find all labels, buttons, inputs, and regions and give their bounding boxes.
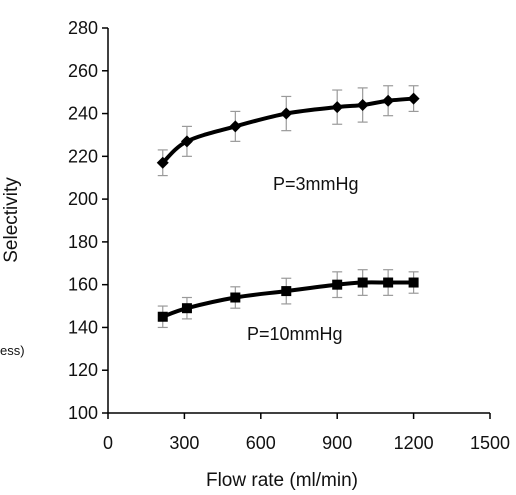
data-point-diamond <box>156 156 169 169</box>
data-point-diamond <box>229 120 242 133</box>
x-tick-label: 900 <box>322 433 352 453</box>
series-1 <box>157 269 419 329</box>
data-point-square <box>357 277 368 288</box>
data-point-square <box>230 292 241 303</box>
y-tick-label: 220 <box>68 146 98 166</box>
y-tick-label: 180 <box>68 232 98 252</box>
y-tick-label: 260 <box>68 61 98 81</box>
data-point-diamond <box>382 94 395 107</box>
x-axis-title: Flow rate (ml/min) <box>206 470 358 491</box>
series-annotation-p3: P=3mmHg <box>273 174 359 194</box>
series-0 <box>156 85 420 177</box>
data-point-square <box>281 286 292 297</box>
y-tick-label: 120 <box>68 360 98 380</box>
y-tick-label: 140 <box>68 317 98 337</box>
y-tick-label: 280 <box>68 18 98 38</box>
x-tick-label: 0 <box>103 433 113 453</box>
data-point-diamond <box>280 107 293 120</box>
x-tick-label: 1200 <box>394 433 434 453</box>
data-point-diamond <box>407 92 420 105</box>
data-point-square <box>181 303 192 314</box>
y-tick-label: 240 <box>68 104 98 124</box>
plot-area: 100 120 140 160 180 200 220 240 260 280 0 300 600 90… <box>68 18 510 453</box>
data-point-square <box>332 279 343 290</box>
x-tick-label: 300 <box>169 433 199 453</box>
series-layer <box>156 85 420 329</box>
data-point-square <box>383 277 394 288</box>
series-annotation-p10: P=10mmHg <box>247 324 343 344</box>
data-point-diamond <box>331 101 344 114</box>
data-point-diamond <box>180 135 193 148</box>
y-tick-label: 100 <box>68 403 98 423</box>
data-point-square <box>408 277 419 288</box>
x-ticks: 0 300 600 900 1200 1500 <box>103 413 510 453</box>
data-point-diamond <box>356 99 369 111</box>
clipped-label-fragment: ess) <box>0 343 25 358</box>
data-point-square <box>157 311 168 322</box>
y-ticks: 100 120 140 160 180 200 220 240 260 280 <box>68 18 108 423</box>
y-axis-title: Selectivity <box>1 177 22 263</box>
x-tick-label: 1500 <box>470 433 510 453</box>
x-tick-label: 600 <box>246 433 276 453</box>
y-tick-label: 160 <box>68 275 98 295</box>
y-tick-label: 200 <box>68 189 98 209</box>
